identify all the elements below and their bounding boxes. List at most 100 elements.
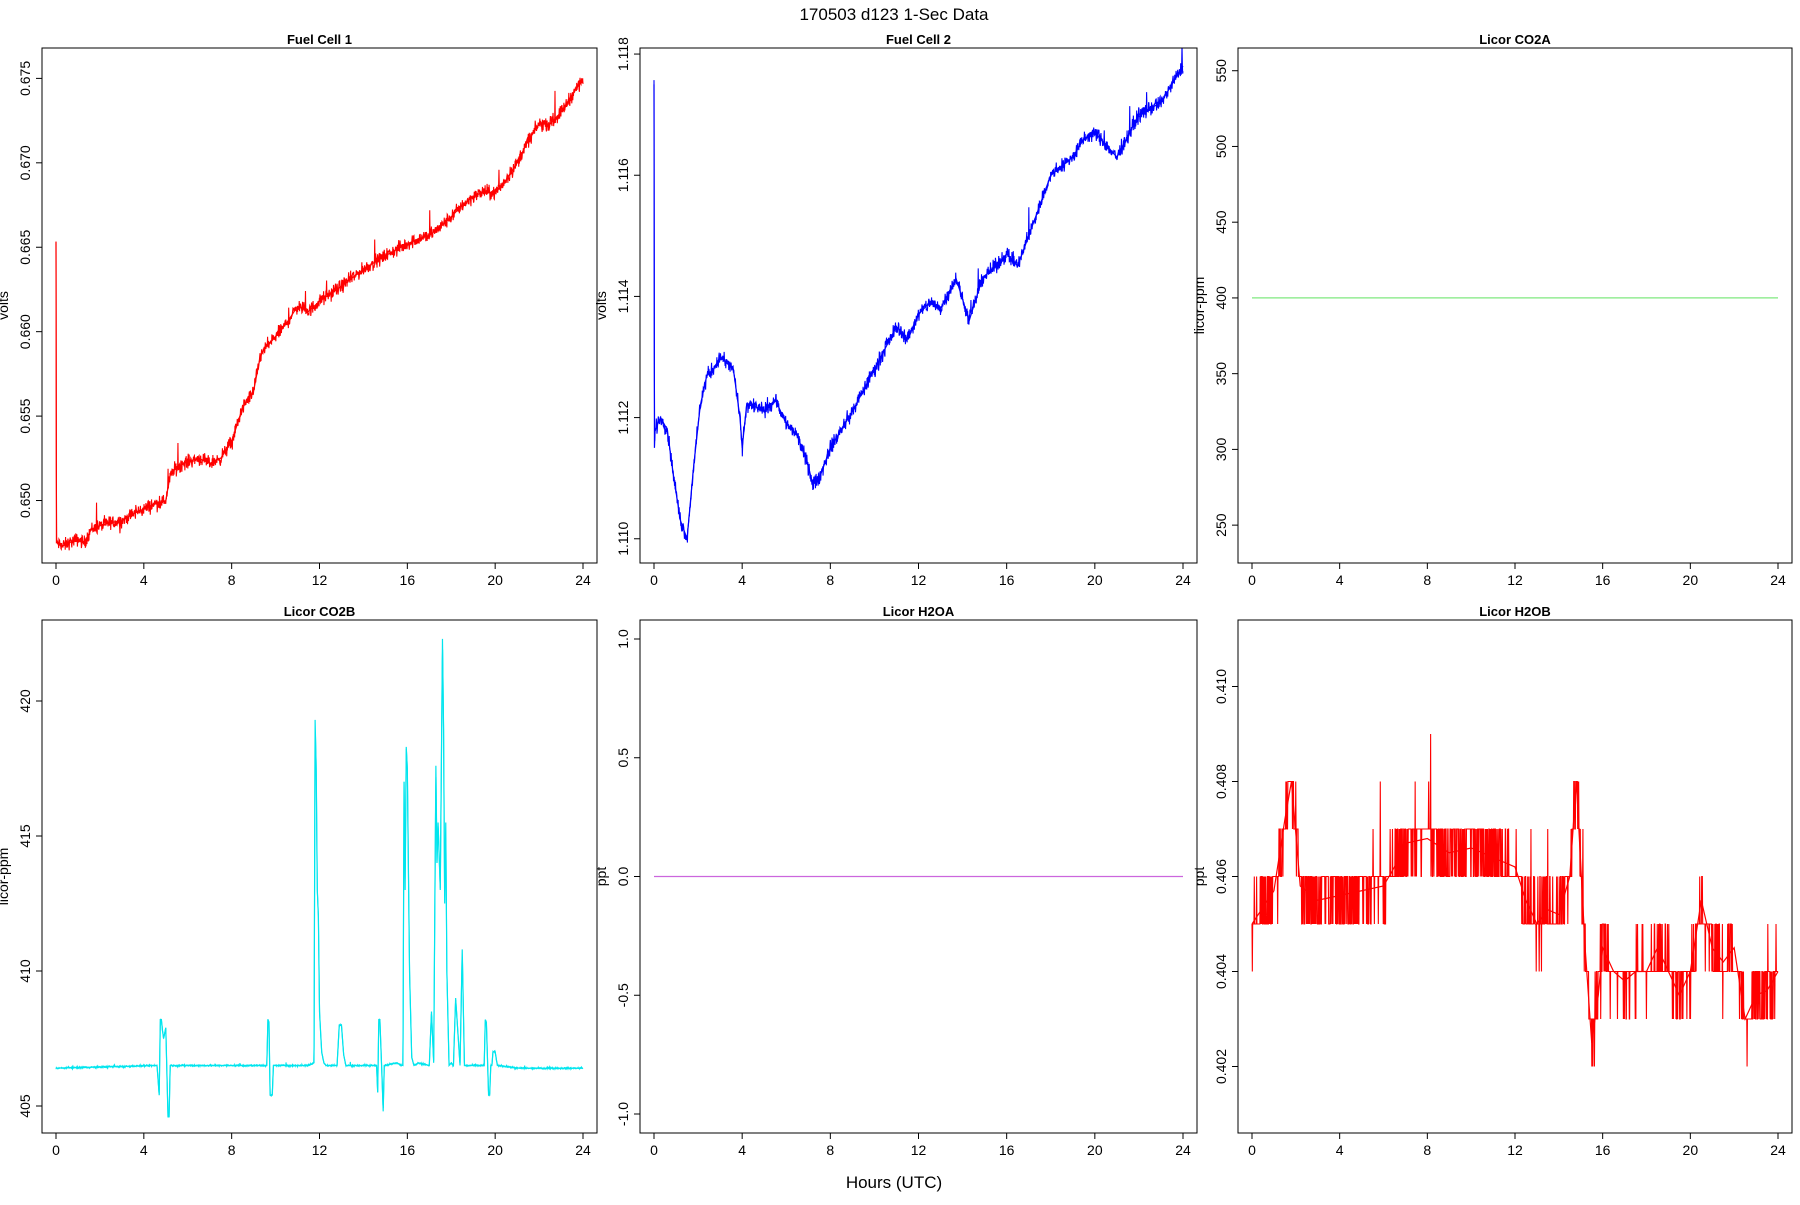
y-tick-label: 550: [1213, 59, 1229, 83]
figure-x-axis-label: Hours (UTC): [846, 1173, 942, 1192]
x-tick-label: 0: [650, 572, 658, 588]
x-tick-label: 0: [52, 1142, 60, 1158]
x-tick-label: 20: [487, 572, 503, 588]
y-tick-label: -1.0: [615, 1102, 631, 1126]
x-tick-label: 0: [1248, 1142, 1256, 1158]
y-tick-label: 300: [1213, 438, 1229, 462]
y-tick-label: 0.5: [615, 748, 631, 768]
y-tick-label: 1.112: [615, 400, 631, 434]
x-tick-label: 12: [312, 572, 328, 588]
y-tick-label: 0.404: [1213, 954, 1229, 989]
x-tick-label: 12: [911, 572, 927, 588]
chart-panel-6: Licor H2OB ppt 0 4 8 12 16 20 24 0.402 0.404 0.406 0…: [1191, 604, 1793, 1158]
x-tick-label: 24: [1770, 1142, 1786, 1158]
x-tick-label: 24: [575, 572, 591, 588]
y-tick-label: 0.408: [1213, 764, 1229, 799]
x-tick-label: 4: [1336, 572, 1344, 588]
x-tick-label: 24: [1770, 572, 1786, 588]
x-tick-label: 4: [738, 1142, 746, 1158]
x-tick-label: 24: [1175, 572, 1191, 588]
plot-frame: [41, 619, 598, 1134]
x-tick-label: 20: [487, 1142, 503, 1158]
series-trend-1: [653, 65, 1184, 539]
x-tick-label: 12: [911, 1142, 927, 1158]
x-tick-label: 16: [400, 1142, 416, 1158]
series-trend-1: [55, 78, 584, 547]
y-tick-label: 410: [17, 959, 33, 983]
chart-panel-4: Licor CO2B licor-ppm 0 4 8 12 16 20 24 405 410 415 4…: [0, 604, 598, 1158]
y-tick-label: 0.665: [17, 230, 33, 265]
x-tick-label: 8: [228, 1142, 236, 1158]
y-tick-label: 400: [1213, 286, 1229, 310]
y-tick-label: 0.402: [1213, 1049, 1229, 1084]
x-tick-label: 8: [228, 572, 236, 588]
panel-title: Fuel Cell 2: [886, 32, 951, 47]
y-axis-label: licor-ppm: [1191, 277, 1207, 335]
y-axis-label: ppt: [593, 867, 609, 887]
x-tick-label: 0: [52, 572, 60, 588]
y-tick-label: 0.406: [1213, 859, 1229, 894]
y-tick-label: 0.410: [1213, 669, 1229, 704]
y-tick-label: 1.116: [615, 158, 631, 192]
x-tick-label: 16: [999, 1142, 1015, 1158]
y-tick-label: 350: [1213, 362, 1229, 386]
y-tick-label: 450: [1213, 210, 1229, 234]
y-tick-label: 0.675: [17, 61, 33, 96]
x-tick-label: 12: [1507, 572, 1523, 588]
figure-title: 170503 d123 1-Sec Data: [799, 5, 989, 24]
x-tick-label: 8: [1423, 1142, 1431, 1158]
x-tick-label: 4: [140, 1142, 148, 1158]
chart-panel-5: Licor H2OA ppt 0 4 8 12 16 20 24 -1.0 -0.5 0.0 0.5 1.…: [593, 604, 1198, 1158]
x-tick-label: 24: [1175, 1142, 1191, 1158]
chart-panel-1: Fuel Cell 1 volts 0 4 8 12 16 20 24 0.650 0.655 0.6…: [0, 32, 598, 588]
y-tick-label: 405: [17, 1094, 33, 1118]
x-tick-label: 24: [575, 1142, 591, 1158]
y-tick-label: 415: [17, 824, 33, 848]
y-axis-label: licor-ppm: [0, 848, 11, 906]
x-tick-label: 20: [1683, 1142, 1699, 1158]
x-tick-label: 16: [999, 572, 1015, 588]
series-line-1: [55, 77, 584, 552]
panel-title: Licor CO2B: [284, 604, 356, 619]
panel-title: Fuel Cell 1: [287, 32, 352, 47]
plot-frame: [639, 47, 1198, 564]
y-tick-label: 1.118: [615, 37, 631, 71]
panel-title: Licor H2OB: [1479, 604, 1551, 619]
plot-frame: [1237, 47, 1793, 564]
x-tick-label: 20: [1087, 572, 1103, 588]
series-line-1: [55, 649, 584, 1118]
x-tick-label: 8: [1423, 572, 1431, 588]
x-tick-label: 4: [140, 572, 148, 588]
y-tick-label: 0.670: [17, 145, 33, 180]
y-tick-label: 1.114: [615, 279, 631, 313]
x-tick-label: 16: [1595, 572, 1611, 588]
x-tick-label: 16: [1595, 1142, 1611, 1158]
y-axis-label: volts: [0, 291, 11, 320]
x-tick-label: 8: [826, 1142, 834, 1158]
y-axis-label: volts: [593, 291, 609, 320]
chart-panel-2: Fuel Cell 2 volts 0 4 8 12 16 20 24 1.110 1.112 1.1…: [593, 32, 1198, 588]
x-tick-label: 4: [1336, 1142, 1344, 1158]
series-line-1: [1251, 733, 1778, 1067]
y-tick-label: 0.650: [17, 483, 33, 518]
x-tick-label: 0: [1248, 572, 1256, 588]
x-tick-label: 20: [1683, 572, 1699, 588]
y-tick-label: -0.5: [615, 983, 631, 1007]
panels-container: Fuel Cell 1 volts 0 4 8 12 16 20 24 0.650 0.655 0.6…: [0, 32, 1793, 1158]
chart-panel-3: Licor CO2A licor-ppm 0 4 8 12 16 20 24 250 300 350 4…: [1191, 32, 1793, 588]
x-tick-label: 8: [826, 572, 834, 588]
y-tick-label: 250: [1213, 513, 1229, 537]
panel-title: Licor CO2A: [1479, 32, 1551, 47]
series-trend-1: [1251, 781, 1779, 1043]
y-tick-label: 1.110: [615, 522, 631, 556]
y-tick-label: 420: [17, 689, 33, 713]
y-tick-label: 1.0: [615, 629, 631, 649]
panel-title: Licor H2OA: [883, 604, 955, 619]
y-tick-label: 0.655: [17, 398, 33, 433]
x-tick-label: 12: [312, 1142, 328, 1158]
y-axis-label: ppt: [1191, 867, 1207, 887]
x-tick-label: 16: [400, 572, 416, 588]
y-tick-label: 0.660: [17, 314, 33, 349]
series-line-1: [653, 48, 1184, 543]
